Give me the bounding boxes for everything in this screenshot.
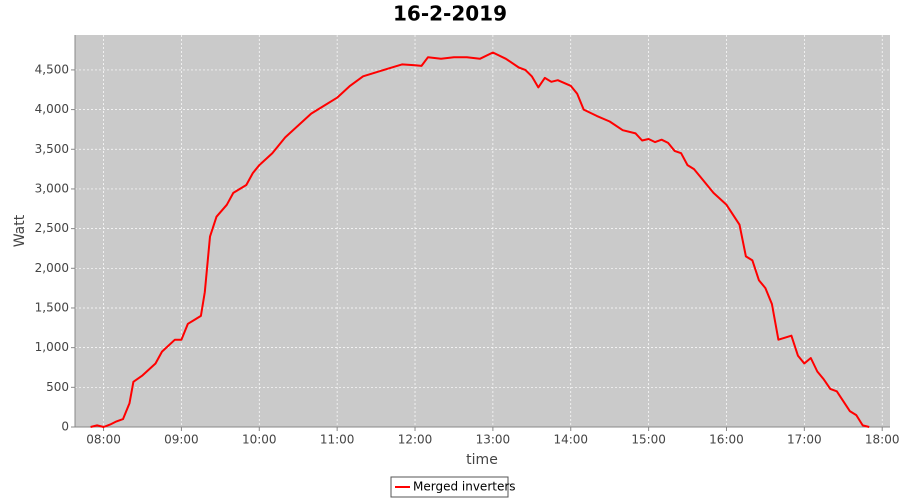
legend: [390, 476, 509, 498]
x-tick-label: 15:00: [631, 433, 666, 447]
x-tick-label: 14:00: [553, 433, 588, 447]
y-tick-label: 4,500: [35, 62, 69, 76]
x-tick-label: 13:00: [476, 433, 511, 447]
y-tick-label: 3,500: [35, 142, 69, 156]
y-tick-label: 500: [46, 380, 69, 394]
x-tick-label: 09:00: [164, 433, 199, 447]
y-tick-label: 1,000: [35, 340, 69, 354]
legend-label: Merged inverters: [413, 480, 516, 494]
y-tick-label: 0: [61, 420, 69, 434]
x-tick-label: 10:00: [242, 433, 277, 447]
x-tick-label: 18:00: [865, 433, 900, 447]
x-tick-label: 11:00: [320, 433, 355, 447]
y-tick-label: 2,500: [35, 221, 69, 235]
y-tick-label: 1,500: [35, 300, 69, 314]
chart-title: 16-2-2019: [393, 2, 507, 26]
y-tick-label: 2,000: [35, 261, 69, 275]
x-tick-label: 17:00: [787, 433, 822, 447]
y-tick-label: 4,000: [35, 102, 69, 116]
y-tick-label: 3,000: [35, 181, 69, 195]
x-tick-label: 08:00: [86, 433, 121, 447]
x-axis-label: time: [466, 452, 498, 468]
data-line: [90, 51, 870, 428]
y-axis-label: Watt: [12, 214, 28, 247]
x-tick-label: 12:00: [398, 433, 433, 447]
x-tick-label: 16:00: [709, 433, 744, 447]
plot-area: [75, 35, 890, 427]
